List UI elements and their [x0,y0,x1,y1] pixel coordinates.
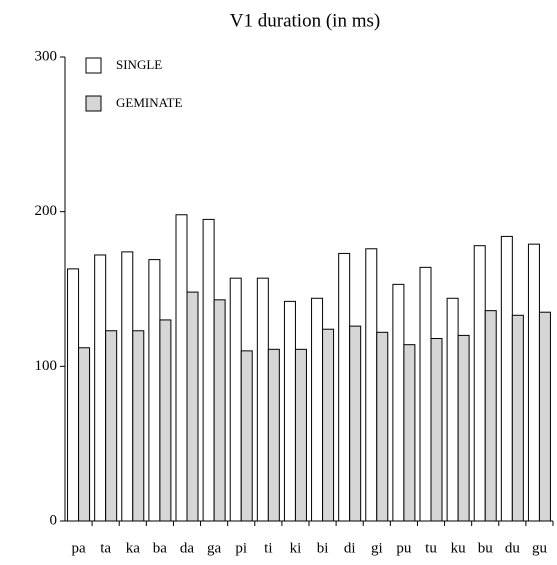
chart-title: V1 duration (in ms) [230,10,380,31]
bar [213,299,226,522]
legend-swatch [85,95,102,112]
bar [175,214,188,522]
bar [538,311,551,522]
bar [403,344,416,522]
bar [376,331,389,522]
x-tick-label: pa [71,540,86,556]
x-tick-label: gi [371,540,383,556]
bar [349,325,362,522]
x-tick-label: ga [207,540,222,556]
x-tick-label: ta [100,540,111,556]
bar [256,277,269,522]
x-tick-label: bi [317,540,329,556]
x-tick-label: da [180,540,195,556]
x-tick-label: ti [264,540,272,556]
x-tick-label: ku [451,540,467,556]
x-tick-label: du [505,540,521,556]
x-tick-label: di [344,540,356,556]
bar [267,348,280,522]
bar [511,314,524,522]
bar [430,337,443,522]
bar [311,297,324,522]
bar [67,268,80,522]
x-tick-label: ki [290,540,302,556]
bar [457,334,470,522]
bar [229,277,242,522]
bar [500,235,513,522]
bar [527,243,540,522]
x-tick-label: gu [532,540,548,556]
bar [121,251,134,522]
bar [240,350,253,522]
x-tick-label: ka [126,540,141,556]
x-tick-label: bu [478,540,494,556]
bar [392,283,405,522]
bar [105,330,118,522]
y-tick-label: 300 [35,48,58,64]
bar [186,291,199,522]
legend-label: GEMINATE [116,95,182,110]
bar [132,330,145,522]
bar [473,245,486,522]
bar [484,310,497,522]
bar [294,348,307,522]
bar [446,297,459,522]
bar [148,259,161,522]
x-tick-label: tu [425,540,437,556]
bar [202,218,215,522]
bar [419,266,432,522]
y-tick-label: 200 [35,203,58,219]
x-tick-label: ba [153,540,168,556]
legend-swatch [85,57,102,74]
bar [338,252,351,522]
bar [159,319,172,522]
bar [283,300,296,522]
y-tick-label: 100 [35,358,58,374]
y-tick-label: 0 [50,512,58,528]
x-tick-label: pi [235,540,247,556]
bar [322,328,335,522]
bar [78,347,91,522]
legend-label: SINGLE [116,57,162,72]
bar [365,248,378,522]
x-tick-label: pu [396,540,412,556]
bar [94,254,107,522]
